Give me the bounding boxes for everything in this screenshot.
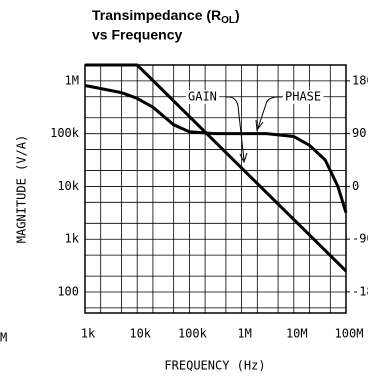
- y-tick-label: 100k: [50, 126, 80, 140]
- y2-tick-label: 0: [352, 179, 359, 193]
- x-axis-label: FREQUENCY (Hz): [164, 359, 265, 373]
- annotation: GAIN: [188, 90, 217, 104]
- y2-tick-label: 90: [352, 126, 366, 140]
- series-line: [84, 84, 348, 214]
- y-axis-label: MAGNITUDE (V/A): [15, 135, 29, 243]
- chart-subtitle: vs Frequency: [92, 27, 182, 43]
- y2-tick-label: 180: [352, 73, 368, 87]
- y2-tick-label: -180: [352, 284, 368, 298]
- x-tick-label: 1M: [237, 327, 251, 341]
- x-tick-label: 10M: [286, 327, 308, 341]
- plot-frame: [84, 64, 347, 314]
- y2-tick-label: -90: [352, 232, 368, 246]
- y-tick-label: 1k: [65, 232, 80, 246]
- gain-arrow: [225, 96, 245, 161]
- annotation-bg: [283, 90, 324, 104]
- series-line: [85, 63, 348, 273]
- annotation: PHASE: [285, 90, 321, 104]
- annotation-bg: [186, 90, 220, 104]
- y-tick-label: 10k: [57, 179, 79, 193]
- x-tick-label: 10k: [129, 327, 151, 341]
- phase-arrowhead: [255, 119, 264, 132]
- cropped-text: M: [0, 331, 7, 345]
- x-tick-label: 100M: [335, 327, 364, 341]
- x-tick-label: 1k: [81, 327, 96, 341]
- x-tick-label: 100k: [178, 327, 208, 341]
- chart-title: Transimpedance (ROL): [92, 7, 240, 26]
- gain-arrowhead: [239, 152, 248, 164]
- y-tick-label: 100: [57, 284, 79, 298]
- phase-arrow: [257, 96, 283, 129]
- y-tick-label: 1M: [65, 73, 79, 87]
